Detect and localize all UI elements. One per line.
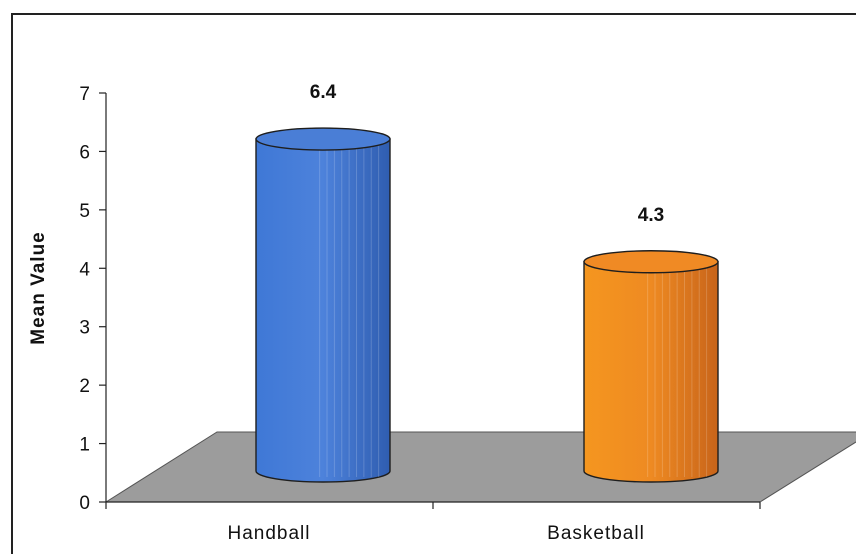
- data-label: 6.4: [310, 82, 337, 103]
- value-labels: 6.4 4.3: [310, 82, 664, 226]
- chart-floor: [104, 431, 856, 503]
- y-tick-label: 7: [79, 84, 90, 105]
- bar-body: [255, 138, 391, 483]
- bar-basketball: [583, 250, 719, 483]
- category-labels: Handball Basketball: [228, 523, 645, 544]
- bar-top: [255, 127, 391, 151]
- y-tick-label: 1: [79, 435, 90, 456]
- y-tick-label: 3: [79, 318, 90, 339]
- bar-body: [583, 261, 719, 483]
- y-axis-title: Mean Value: [28, 231, 49, 345]
- y-tick-label: 6: [79, 142, 90, 163]
- y-tick-label: 4: [79, 259, 90, 280]
- y-tick-label: 2: [79, 376, 90, 397]
- bar-top: [583, 250, 719, 274]
- x-tick-label: Basketball: [547, 523, 645, 544]
- bar-handball: [255, 127, 391, 483]
- y-tick-label: 0: [79, 493, 90, 514]
- data-label: 4.3: [638, 205, 664, 226]
- y-axis-ticks: 0 1 2 3 4 5 6 7: [79, 84, 106, 514]
- y-tick-label: 5: [79, 201, 90, 222]
- x-tick-label: Handball: [228, 523, 311, 544]
- x-axis-ticks: [105, 502, 761, 509]
- bars-group: [255, 127, 719, 483]
